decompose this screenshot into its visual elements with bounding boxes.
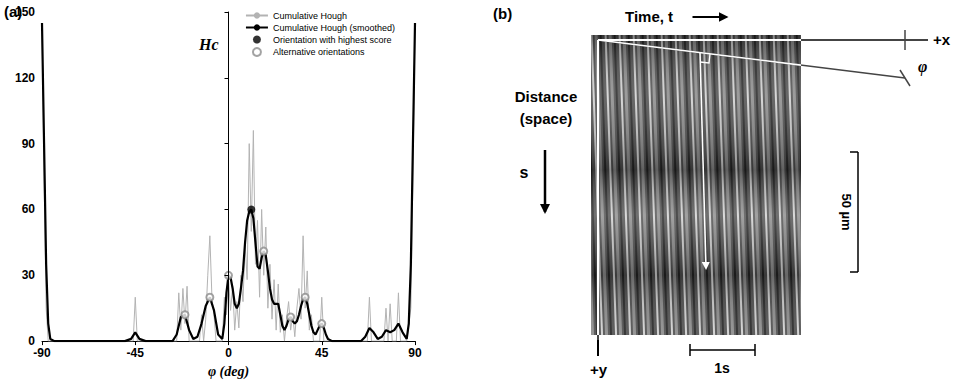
svg-text:0: 0 [225,346,232,360]
svg-text:(b): (b) [493,5,512,22]
svg-text:120: 120 [15,71,35,85]
svg-text:Cumulative Hough: Cumulative Hough [273,11,347,21]
svg-text:Distance: Distance [515,88,578,105]
svg-text:(a): (a) [4,3,22,20]
svg-text:+y: +y [590,361,608,378]
svg-text:+x: +x [933,31,951,48]
svg-text:0: 0 [28,334,35,348]
svg-text:Cumulative Hough (smoothed): Cumulative Hough (smoothed) [273,23,395,33]
svg-text:30: 30 [22,268,36,282]
svg-text:(space): (space) [520,110,573,127]
svg-text:150: 150 [15,5,35,19]
svg-text:φ: φ [918,58,927,76]
svg-text:90: 90 [408,346,422,360]
svg-text:60: 60 [22,202,36,216]
svg-text:Hc: Hc [198,36,219,53]
svg-text:-90: -90 [33,346,51,360]
svg-text:Orientation with highest score: Orientation with highest score [273,35,392,45]
svg-text:Alternative orientations: Alternative orientations [273,47,365,57]
svg-text:s: s [520,164,529,181]
svg-text:φ (deg): φ (deg) [208,364,249,380]
svg-text:1s: 1s [714,360,730,376]
svg-text:45: 45 [315,346,329,360]
svg-text:90: 90 [22,137,36,151]
svg-text:-45: -45 [127,346,145,360]
svg-text:50 µm: 50 µm [839,193,854,230]
svg-text:Time, t: Time, t [625,8,673,25]
